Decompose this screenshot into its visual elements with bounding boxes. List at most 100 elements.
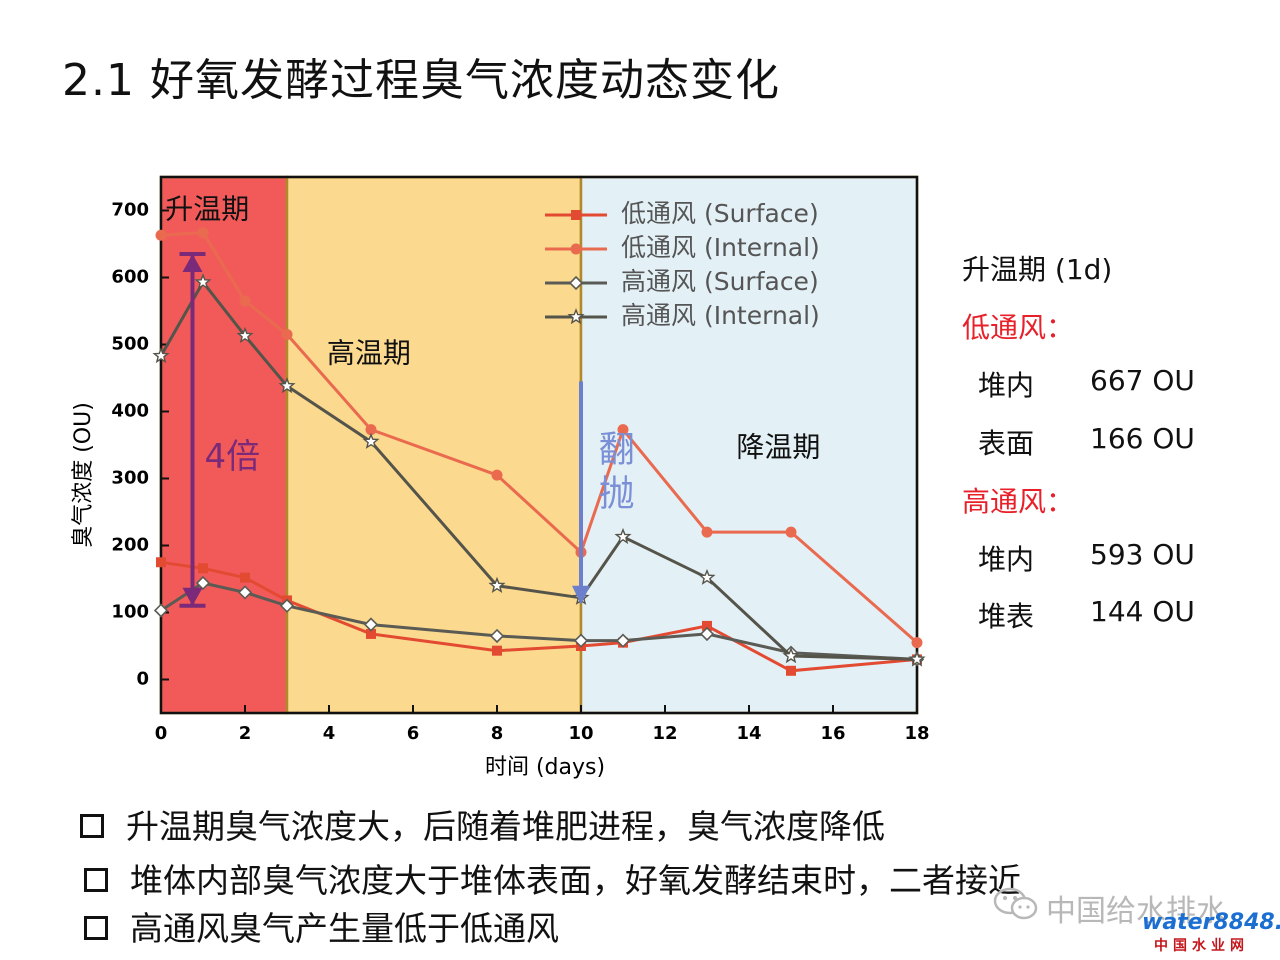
- high-surface-value: 144 OU: [1090, 595, 1195, 628]
- data-point: [488, 576, 506, 593]
- data-point: [279, 598, 295, 613]
- bullet-item-3: 高通风臭气产生量低于低通风: [84, 902, 559, 950]
- data-point: [699, 626, 715, 642]
- slide-title: 2.1 好氧发酵过程臭气浓度动态变化: [62, 55, 780, 106]
- series-lines: [152, 227, 926, 676]
- watermark: 中国给水排水 water8848.com 中国水业网: [990, 880, 1280, 960]
- y-tick-label: 600: [111, 267, 149, 288]
- ratio-arrow-head-bottom: [182, 587, 203, 606]
- legend-item-1: 低通风 (Surface): [545, 199, 819, 228]
- data-point: [152, 346, 170, 364]
- checkbox-square-icon: [80, 813, 104, 838]
- bullet-item-1: 升温期臭气浓度大，后随着堆肥进程，臭气浓度降低: [80, 800, 885, 848]
- data-point: [615, 633, 631, 648]
- data-point: [782, 647, 800, 664]
- high-surface-label: 堆表: [978, 600, 1035, 633]
- series-4: [152, 273, 926, 667]
- data-point: [786, 665, 796, 676]
- phase-label-1: 升温期: [165, 193, 249, 226]
- low-ventilation-label: 低通风：: [962, 311, 1075, 344]
- wechat-icon: [993, 887, 1038, 920]
- data-point: [489, 628, 505, 644]
- legend-swatch-marker: [570, 243, 582, 255]
- x-tick-label: 16: [820, 723, 845, 744]
- legend-swatch-marker: [568, 275, 584, 291]
- legend-swatch-marker: [571, 210, 581, 220]
- legend-item-3: 高通风 (Surface): [545, 267, 819, 296]
- x-tick-label: 0: [155, 723, 168, 744]
- data-point: [155, 229, 167, 241]
- phase-label-2: 高温期: [327, 337, 411, 370]
- phase-label-3: 降温期: [736, 430, 820, 463]
- low-inner-label: 堆内: [978, 369, 1035, 402]
- checkbox-square-icon: [84, 867, 108, 892]
- data-point: [194, 273, 212, 290]
- data-point: [156, 557, 166, 568]
- x-tick-label: 10: [568, 723, 593, 744]
- data-point: [278, 377, 296, 394]
- legend: 低通风 (Surface) 低通风 (Internal) 高通风 (Surface)…: [545, 199, 820, 330]
- watermark-brand: water8848.com: [1142, 910, 1280, 935]
- low-inner-value: 667 OU: [1090, 364, 1195, 397]
- x-tick-label: 8: [491, 723, 504, 744]
- legend-label: 低通风 (Surface): [621, 199, 819, 228]
- data-point: [153, 603, 169, 618]
- data-point: [698, 568, 716, 585]
- x-axis-label: 时间 (days): [485, 755, 605, 780]
- legend-item-2: 低通风 (Internal): [545, 233, 820, 262]
- watermark-text: 中国给水排水: [1046, 894, 1226, 929]
- data-point: [366, 628, 376, 639]
- x-tick-label: 12: [652, 723, 677, 744]
- data-point: [195, 575, 211, 591]
- data-point: [701, 526, 713, 538]
- plot-frame: [159, 175, 919, 715]
- y-tick-label: 200: [111, 535, 149, 556]
- low-surface-value: 166 OU: [1090, 422, 1195, 455]
- data-point: [237, 585, 253, 600]
- y-axis-label: 臭气浓度 (OU): [71, 402, 96, 548]
- data-point: [492, 645, 502, 656]
- legend-label: 高通风 (Internal): [621, 301, 820, 330]
- ratio-label: 4倍: [205, 437, 261, 477]
- data-point: [239, 295, 251, 307]
- checkbox-square-icon: [84, 915, 108, 940]
- y-tick-label: 500: [111, 334, 149, 355]
- x-tick-label: 18: [904, 723, 929, 744]
- data-point: [573, 633, 589, 648]
- data-point: [614, 527, 632, 545]
- y-tick-label: 300: [111, 468, 149, 489]
- data-point: [617, 424, 629, 436]
- data-point: [908, 650, 926, 667]
- phase-band-2: [285, 175, 583, 715]
- turning-arrow-head: [572, 585, 590, 605]
- data-point: [281, 328, 293, 340]
- ratio-arrow-head-top: [182, 254, 203, 273]
- side-heading: 升温期 (1d): [962, 253, 1113, 286]
- watermark-subtitle: 中国水业网: [1154, 938, 1249, 954]
- data-point: [785, 526, 797, 538]
- series-2: [155, 227, 923, 649]
- x-tick-label: 6: [407, 723, 420, 744]
- data-point: [911, 637, 923, 649]
- data-point: [198, 563, 208, 574]
- turning-label-1: 翻: [599, 430, 635, 471]
- y-tick-label: 0: [136, 669, 149, 690]
- annotations: 4倍 翻抛: [179, 252, 635, 608]
- y-tick-label: 400: [111, 401, 149, 422]
- y-tick-label: 100: [111, 602, 149, 623]
- x-tick-label: 4: [323, 723, 336, 744]
- data-point: [363, 617, 379, 632]
- data-point: [362, 432, 380, 449]
- y-tick-label: 700: [111, 200, 149, 221]
- high-inner-value: 593 OU: [1090, 538, 1195, 571]
- low-surface-label: 表面: [978, 427, 1035, 460]
- data-point: [240, 572, 250, 583]
- x-tick-label: 14: [736, 723, 761, 744]
- data-point: [236, 326, 254, 344]
- x-tick-label: 2: [239, 723, 252, 744]
- legend-label: 高通风 (Surface): [621, 267, 819, 296]
- legend-label: 低通风 (Internal): [621, 233, 820, 262]
- axes: 0 100 200 300 400 500 600 700 0 2 4 6 8 10 12 14 16 18: [111, 175, 930, 744]
- bullet-item-2: 堆体内部臭气浓度大于堆体表面，好氧发酵结束时，二者接近: [84, 854, 1021, 902]
